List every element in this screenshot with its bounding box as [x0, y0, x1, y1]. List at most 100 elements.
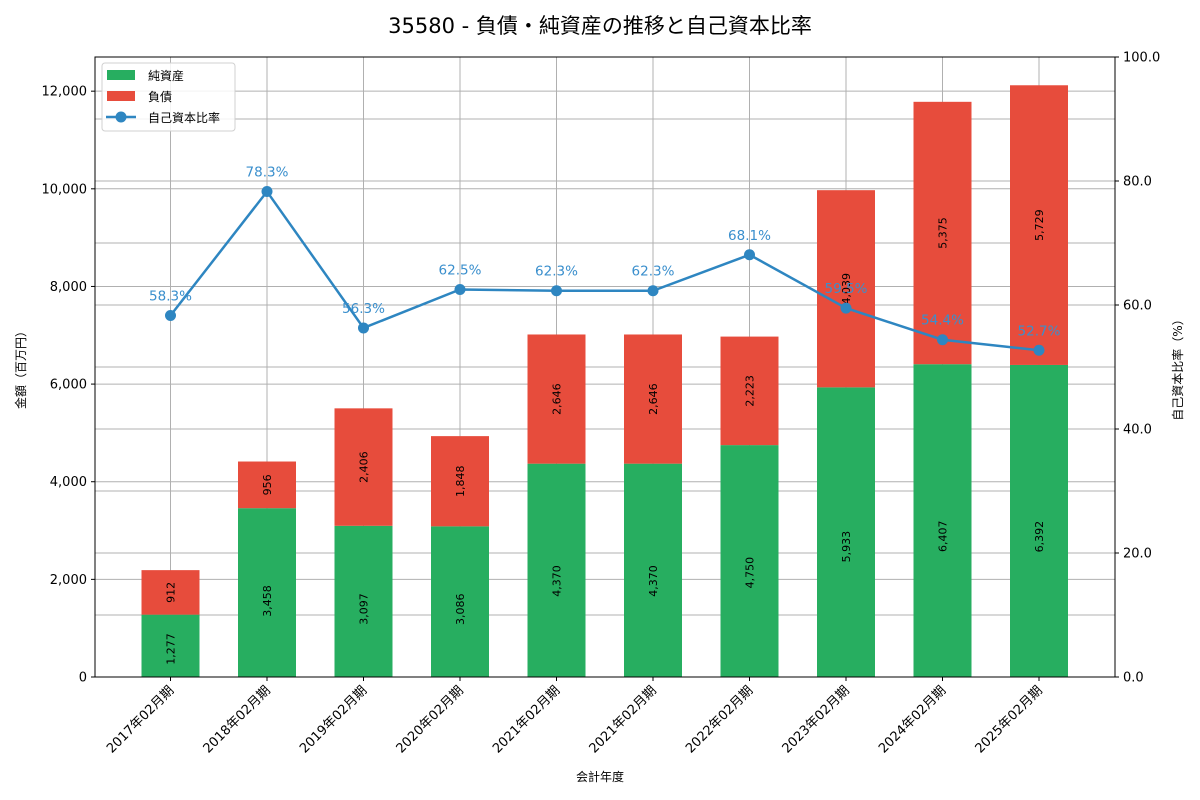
legend-marker-ratio-icon [115, 111, 127, 123]
y-tick-label: 10,000 [42, 182, 88, 197]
bar-liabilities [720, 336, 779, 446]
bar-series: 1,277 912 3,458 956 3,097 2,406 3,086 1,848 4,37… [141, 85, 1068, 677]
x-tick-label: 2017年02月期 [104, 683, 177, 756]
y2-axis-label: 自己資本比率（%） [1170, 313, 1185, 420]
ratio-label: 62.3% [632, 264, 675, 280]
x-axis-label: 会計年度 [576, 769, 624, 784]
ratio-marker [358, 322, 369, 334]
bar-equity [624, 463, 682, 677]
bar-equity [720, 445, 779, 677]
bar-equity [141, 614, 200, 677]
bar-label-equity: 3,086 [454, 593, 467, 625]
y-tick-label: 6,000 [50, 378, 87, 393]
y-tick-label: 4,000 [50, 475, 87, 490]
x-tick-label: 2023年02月期 [780, 683, 853, 756]
bar-equity [238, 508, 296, 677]
ratio-marker [551, 285, 562, 297]
bar-label-equity: 5,933 [840, 531, 853, 563]
x-tick-label: 2021年02月期 [490, 683, 563, 756]
ratio-label: 56.3% [342, 301, 385, 317]
ratio-label: 62.5% [439, 263, 482, 279]
y-axis-label: 金額（百万円） [13, 325, 28, 409]
y2-tick-label: 100.0 [1123, 51, 1160, 66]
bar-label-equity: 3,097 [358, 593, 371, 625]
bar-label-equity: 6,392 [1033, 521, 1046, 553]
ratio-marker [744, 249, 755, 261]
x-tick-label: 2022年02月期 [683, 683, 756, 756]
bar-label-liabilities: 912 [165, 582, 178, 603]
ratio-label: 59.5% [825, 281, 868, 297]
y-tick-label: 8,000 [50, 280, 87, 295]
bar-label-equity: 4,370 [551, 565, 564, 597]
ratio-marker [647, 285, 659, 297]
bar-label-liabilities: 2,223 [744, 375, 757, 407]
ratio-marker [454, 284, 466, 295]
y2-tick-label: 60.0 [1123, 299, 1152, 314]
legend-label-liabilities: 負債 [148, 89, 172, 104]
x-tick-label: 2024年02月期 [876, 683, 949, 756]
ratio-marker [261, 186, 273, 198]
bar-liabilities [527, 334, 586, 464]
legend-label-equity: 純資産 [148, 68, 184, 83]
ratio-marker [840, 302, 852, 314]
bar-liabilities [238, 461, 296, 509]
bar-equity [334, 525, 393, 677]
bar-equity [913, 364, 972, 677]
ratio-label: 78.3% [246, 165, 289, 181]
y2-tick-label: 0.0 [1123, 671, 1144, 686]
legend-label-ratio: 自己資本比率 [148, 110, 220, 125]
bar-label-liabilities: 1,848 [454, 465, 467, 497]
bar-label-equity: 4,370 [647, 565, 660, 597]
ratio-marker [1033, 344, 1045, 356]
y-tick-label: 2,000 [50, 573, 87, 588]
ratio-label: 62.3% [535, 264, 578, 280]
y-tick-label: 0 [79, 671, 87, 686]
x-tick-label: 2019年02月期 [297, 683, 370, 756]
bar-liabilities [431, 436, 489, 527]
bar-label-liabilities: 956 [261, 474, 274, 495]
bar-liabilities [624, 334, 682, 464]
bar-liabilities [141, 570, 200, 615]
x-tick-label: 2018年02月期 [201, 683, 274, 756]
ratio-line [169, 189, 1040, 352]
bar-label-equity: 3,458 [261, 585, 274, 617]
x-tick-label: 2021年02月期 [587, 683, 660, 756]
bar-label-liabilities: 2,406 [358, 451, 371, 483]
ratio-line-series: 58.3% 78.3% 56.3% 62.5% 62.3% 62.3% 68.1% 59.5%… [149, 165, 1061, 356]
bar-liabilities [913, 101, 972, 365]
y2-tick-label: 40.0 [1123, 423, 1152, 438]
y-tick-label: 12,000 [42, 85, 88, 100]
legend: 純資産 負債 自己資本比率 [101, 62, 236, 132]
bar-label-equity: 4,750 [744, 557, 757, 589]
bar-equity [1010, 364, 1068, 677]
plot-frame [94, 56, 1116, 678]
bar-label-liabilities: 2,646 [551, 383, 564, 415]
ratio-label: 54.4% [921, 313, 964, 329]
legend-box [101, 62, 236, 132]
ratio-label: 58.3% [149, 289, 192, 305]
chart-title: 35580 - 負債・純資産の推移と自己資本比率 [388, 14, 812, 38]
y2-tick-label: 80.0 [1123, 175, 1152, 190]
bar-label-liabilities: 5,375 [937, 217, 950, 249]
ratio-label: 68.1% [728, 228, 771, 244]
bar-equity [527, 463, 586, 677]
ratio-label: 52.7% [1018, 323, 1061, 339]
bar-label-liabilities: 5,729 [1033, 209, 1046, 241]
legend-swatch-equity-icon [107, 70, 135, 80]
ratio-marker [937, 334, 948, 346]
bar-label-liabilities: 2,646 [647, 383, 660, 415]
bar-label-equity: 6,407 [937, 520, 950, 552]
bar-equity [431, 526, 489, 677]
bar-liabilities [334, 408, 393, 526]
axes: 0 2,000 4,000 6,000 8,000 10,000 12,000 0.0 20.0… [42, 51, 1161, 757]
bar-label-liabilities: 4,039 [840, 273, 853, 305]
bar-equity [817, 387, 875, 677]
y2-tick-label: 20.0 [1123, 547, 1152, 562]
x-tick-label: 2025年02月期 [973, 683, 1046, 756]
ratio-marker [165, 310, 176, 322]
legend-swatch-liabilities-icon [107, 91, 135, 101]
x-tick-label: 2020年02月期 [394, 683, 467, 756]
bar-liabilities [817, 190, 875, 388]
